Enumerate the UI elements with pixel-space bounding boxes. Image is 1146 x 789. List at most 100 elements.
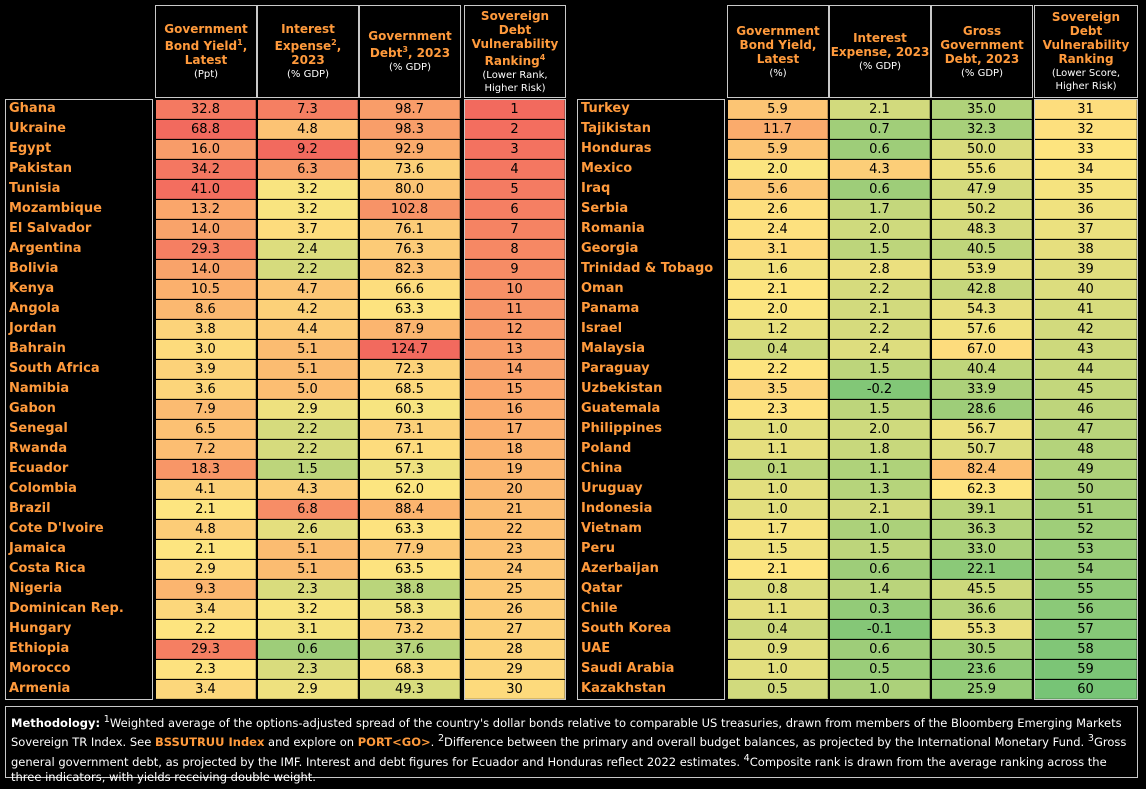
- cell-rank: 56: [1035, 600, 1137, 619]
- country-name: Jordan: [9, 321, 57, 336]
- country-name: Uruguay: [581, 481, 643, 496]
- cell-rank: 28: [465, 640, 565, 659]
- cell-yield: 32.8: [156, 100, 256, 119]
- cell-interest: 2.1: [830, 300, 930, 319]
- cell-interest: 1.1: [830, 460, 930, 479]
- cell-interest: 2.8: [830, 260, 930, 279]
- cell-rank: 4: [465, 160, 565, 179]
- cell-rank: 27: [465, 620, 565, 639]
- cell-rank: 20: [465, 480, 565, 499]
- cell-rank: 45: [1035, 380, 1137, 399]
- cell-yield: 0.1: [728, 460, 828, 479]
- cell-yield: 3.0: [156, 340, 256, 359]
- country-name: Gabon: [9, 401, 56, 416]
- cell-rank: 51: [1035, 500, 1137, 519]
- cell-debt: 102.8: [360, 200, 460, 219]
- cell-rank: 6: [465, 200, 565, 219]
- country-name: Costa Rica: [9, 561, 86, 576]
- port-code: PORT<GO>: [357, 735, 431, 750]
- cell-rank: 26: [465, 600, 565, 619]
- cell-debt: 57.6: [932, 320, 1032, 339]
- country-name: El Salvador: [9, 221, 92, 236]
- cell-yield: 9.3: [156, 580, 256, 599]
- cell-rank: 1: [465, 100, 565, 119]
- country-name: Argentina: [9, 241, 82, 256]
- cell-interest: 2.6: [258, 520, 358, 539]
- country-name: Turkey: [581, 101, 630, 116]
- cell-debt: 68.3: [360, 660, 460, 679]
- cell-interest: 2.2: [258, 260, 358, 279]
- country-name: Trinidad & Tobago: [581, 261, 714, 276]
- cell-interest: 0.6: [258, 640, 358, 659]
- cell-yield: 7.2: [156, 440, 256, 459]
- cell-rank: 58: [1035, 640, 1137, 659]
- country-name: Romania: [581, 221, 645, 236]
- cell-interest: 5.1: [258, 560, 358, 579]
- cell-debt: 33.9: [932, 380, 1032, 399]
- cell-yield: 29.3: [156, 640, 256, 659]
- cell-debt: 63.5: [360, 560, 460, 579]
- cell-interest: 2.9: [258, 400, 358, 419]
- cell-debt: 38.8: [360, 580, 460, 599]
- cell-rank: 43: [1035, 340, 1137, 359]
- cell-yield: 3.8: [156, 320, 256, 339]
- cell-debt: 63.3: [360, 300, 460, 319]
- cell-yield: 2.6: [728, 200, 828, 219]
- cell-rank: 8: [465, 240, 565, 259]
- cell-debt: 47.9: [932, 180, 1032, 199]
- country-name: Qatar: [581, 581, 623, 596]
- cell-yield: 2.2: [156, 620, 256, 639]
- cell-interest: 3.2: [258, 600, 358, 619]
- cell-yield: 10.5: [156, 280, 256, 299]
- cell-yield: 1.0: [728, 660, 828, 679]
- country-name: South Africa: [9, 361, 100, 376]
- cell-yield: 4.8: [156, 520, 256, 539]
- cell-yield: 34.2: [156, 160, 256, 179]
- country-name: Tajikistan: [581, 121, 651, 136]
- cell-yield: 0.8: [728, 580, 828, 599]
- cell-interest: 0.3: [830, 600, 930, 619]
- cell-debt: 33.0: [932, 540, 1032, 559]
- cell-yield: 13.2: [156, 200, 256, 219]
- cell-yield: 6.5: [156, 420, 256, 439]
- cell-yield: 1.5: [728, 540, 828, 559]
- cell-interest: 0.6: [830, 560, 930, 579]
- cell-interest: 0.7: [830, 120, 930, 139]
- cell-yield: 2.4: [728, 220, 828, 239]
- cell-interest: 1.0: [830, 520, 930, 539]
- cell-yield: 2.0: [728, 160, 828, 179]
- cell-yield: 2.1: [156, 540, 256, 559]
- cell-yield: 41.0: [156, 180, 256, 199]
- cell-debt: 67.0: [932, 340, 1032, 359]
- country-name: Chile: [581, 601, 618, 616]
- column-header-yield: Government Bond Yield, Latest (%): [727, 5, 829, 98]
- cell-yield: 1.1: [728, 440, 828, 459]
- cell-yield: 3.5: [728, 380, 828, 399]
- country-name: Mozambique: [9, 201, 102, 216]
- cell-interest: 3.7: [258, 220, 358, 239]
- cell-debt: 25.9: [932, 680, 1032, 699]
- methodology-text: and explore on: [264, 735, 358, 750]
- cell-interest: 4.7: [258, 280, 358, 299]
- header-unit: (Lower Score, Higher Risk): [1051, 68, 1121, 92]
- cell-interest: -0.1: [830, 620, 930, 639]
- cell-debt: 67.1: [360, 440, 460, 459]
- country-name: Cote D'Ivoire: [9, 521, 104, 536]
- cell-yield: 5.9: [728, 100, 828, 119]
- cell-yield: 2.2: [728, 360, 828, 379]
- methodology-text: .: [430, 735, 438, 750]
- country-name: Saudi Arabia: [581, 661, 675, 676]
- cell-rank: 47: [1035, 420, 1137, 439]
- column-header-rank: Sovereign Debt Vulnerability Ranking (Low…: [1034, 5, 1138, 98]
- cell-rank: 41: [1035, 300, 1137, 319]
- cell-rank: 42: [1035, 320, 1137, 339]
- methodology-note: Methodology: 1Weighted average of the op…: [5, 706, 1138, 784]
- cell-interest: -0.2: [830, 380, 930, 399]
- cell-interest: 0.6: [830, 180, 930, 199]
- cell-debt: 73.6: [360, 160, 460, 179]
- cell-interest: 4.3: [258, 480, 358, 499]
- cell-interest: 9.2: [258, 140, 358, 159]
- header-title: Government Bond Yield, Latest: [736, 23, 820, 66]
- country-name: Honduras: [581, 141, 652, 156]
- country-name: Ukraine: [9, 121, 66, 136]
